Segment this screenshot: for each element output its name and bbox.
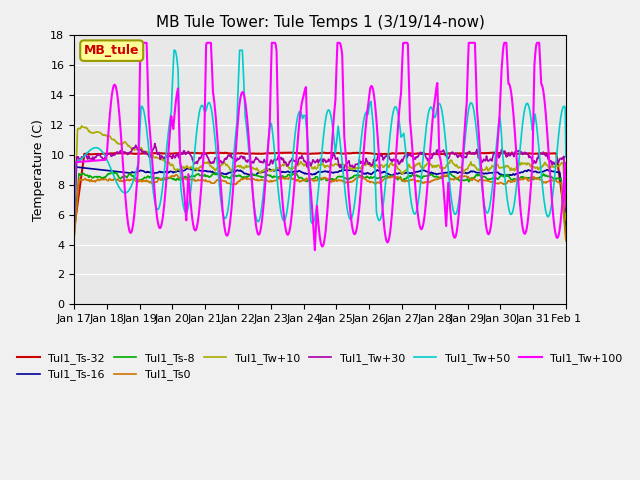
Legend: Tul1_Ts-32, Tul1_Ts-16, Tul1_Ts-8, Tul1_Ts0, Tul1_Tw+10, Tul1_Tw+30, Tul1_Tw+50,: Tul1_Ts-32, Tul1_Ts-16, Tul1_Ts-8, Tul1_… bbox=[13, 348, 627, 385]
Text: MB_tule: MB_tule bbox=[84, 44, 140, 57]
Y-axis label: Temperature (C): Temperature (C) bbox=[32, 119, 45, 221]
Title: MB Tule Tower: Tule Temps 1 (3/19/14-now): MB Tule Tower: Tule Temps 1 (3/19/14-now… bbox=[156, 15, 484, 30]
